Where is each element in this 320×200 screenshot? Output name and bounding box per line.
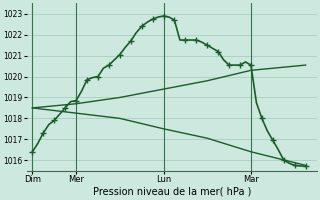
X-axis label: Pression niveau de la mer( hPa ): Pression niveau de la mer( hPa ) (92, 187, 251, 197)
